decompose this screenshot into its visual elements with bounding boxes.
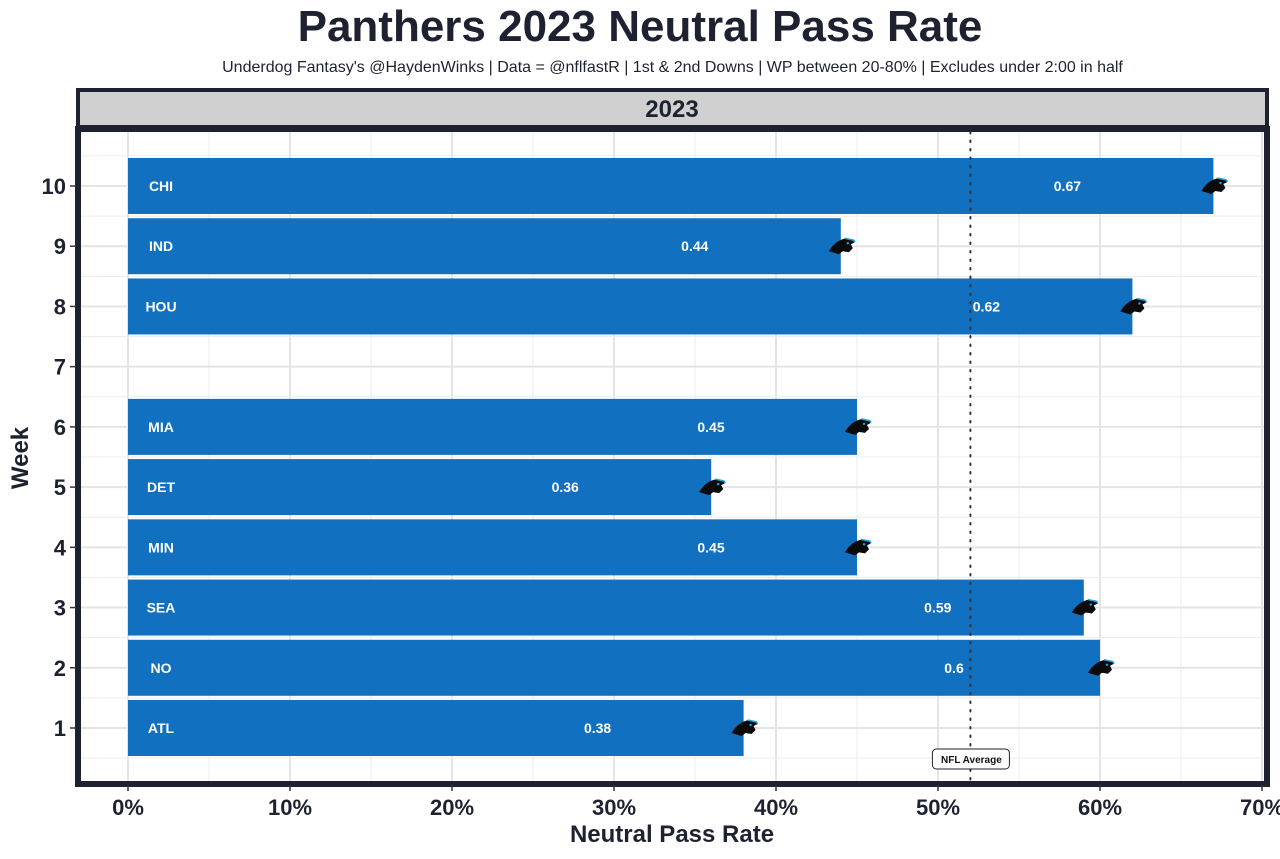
bar-week-1: ATL 0.38	[128, 699, 759, 757]
bar	[128, 579, 1084, 636]
x-tick-label: 30%	[592, 795, 636, 820]
bar-team-label: MIA	[148, 419, 174, 435]
x-tick-label: 0%	[112, 795, 144, 820]
y-tick-label: 5	[54, 475, 66, 500]
bar	[128, 699, 744, 757]
bar-value-label: 0.67	[1054, 178, 1081, 194]
logo-accent	[747, 719, 759, 725]
panthers-logo-icon	[699, 478, 726, 496]
bar	[128, 519, 857, 576]
bar-value-label: 0.6	[944, 660, 964, 676]
bar-team-label: CHI	[149, 178, 173, 194]
bar-team-label: SEA	[147, 600, 176, 616]
bar	[128, 459, 712, 516]
bar-value-label: 0.45	[697, 539, 724, 555]
bar-week-8: HOU 0.62	[128, 278, 1148, 335]
bar-week-6: MIA 0.45	[128, 398, 872, 455]
panthers-logo-icon	[1201, 177, 1229, 194]
logo-eye	[749, 723, 752, 727]
x-tick-label: 60%	[1078, 795, 1122, 820]
panthers-logo-icon	[1088, 659, 1115, 676]
x-tick-label: 40%	[754, 795, 798, 820]
logo-eye	[846, 242, 849, 245]
panthers-logo-icon	[1071, 598, 1099, 616]
bar	[128, 639, 1100, 696]
panthers-logo-icon	[828, 237, 856, 255]
bar-team-label: ATL	[148, 720, 175, 736]
nfl-average-label: NFL Average	[941, 755, 1002, 766]
bar-value-label: 0.59	[924, 600, 951, 616]
y-tick-label: 7	[54, 355, 66, 380]
y-tick-label: 4	[54, 535, 67, 560]
x-tick-label: 20%	[430, 795, 474, 820]
y-tick-label: 9	[54, 234, 66, 259]
bar-value-label: 0.38	[584, 720, 611, 736]
bar-value-label: 0.62	[973, 298, 1000, 314]
logo-eye	[1105, 663, 1109, 666]
x-tick-label: 10%	[268, 795, 312, 820]
facet-strip-label: 2023	[645, 96, 698, 123]
logo-accent	[844, 237, 856, 243]
logo-accent	[1217, 177, 1229, 183]
bar-value-label: 0.36	[552, 479, 579, 495]
panthers-logo-icon	[845, 538, 872, 556]
nfl-average-label-box	[931, 748, 1010, 770]
y-tick-label: 6	[54, 415, 66, 440]
bar	[128, 278, 1133, 335]
bar-week-2: NO 0.6	[128, 639, 1115, 696]
logo-accent	[1103, 659, 1115, 665]
x-tick-label: 50%	[916, 795, 960, 820]
bar-week-10: CHI 0.67	[128, 157, 1229, 215]
bar-team-label: DET	[147, 479, 175, 495]
logo-eye	[862, 422, 866, 426]
logo-eye	[1219, 181, 1222, 185]
bar	[128, 398, 857, 455]
logo-accent	[860, 538, 872, 544]
y-tick-label: 10	[42, 174, 66, 199]
y-tick-label: 2	[54, 656, 66, 681]
logo-eye	[862, 543, 866, 546]
bar-team-label: NO	[151, 660, 172, 676]
bar	[128, 157, 1214, 215]
bar-value-label: 0.45	[697, 419, 724, 435]
bar-week-9: IND 0.44	[128, 218, 856, 275]
x-axis: 0% 10% 20% 30% 40% 50% 60% 70%	[112, 785, 1280, 820]
panthers-logo-icon	[845, 418, 872, 435]
chart-title: Panthers 2023 Neutral Pass Rate	[297, 2, 983, 51]
logo-eye	[1089, 603, 1092, 606]
y-tick-label: 1	[54, 716, 66, 741]
logo-accent	[1136, 297, 1148, 303]
panthers-logo-icon	[731, 719, 759, 736]
chart-subtitle: Underdog Fantasy's @HaydenWinks | Data =…	[222, 59, 1123, 76]
bar-team-label: HOU	[145, 298, 176, 314]
bar-week-4: MIN 0.45	[128, 519, 872, 576]
bars-group: CHI 0.67 IND 0.44 HOU 0.62 MIA 0.45 DET 0.36 MIN 0.…	[128, 157, 1229, 757]
bar-week-3: SEA 0.59	[128, 579, 1099, 636]
x-tick-label: 70%	[1240, 795, 1280, 820]
y-axis: 1 2 3 4 5 6 7 8 9 10	[42, 174, 76, 741]
logo-accent	[715, 478, 726, 484]
bar	[128, 218, 841, 275]
bar-team-label: MIN	[148, 539, 174, 555]
bar-team-label: IND	[149, 238, 173, 254]
y-tick-label: 8	[54, 294, 66, 319]
logo-eye	[1138, 302, 1141, 305]
reference-line-group: NFL Average	[931, 131, 1010, 782]
y-axis-title: Week	[7, 426, 34, 489]
bar-week-5: DET 0.36	[128, 459, 726, 516]
logo-accent	[1087, 598, 1099, 604]
x-axis-title: Neutral Pass Rate	[570, 821, 774, 848]
bar-value-label: 0.44	[681, 238, 708, 254]
panthers-logo-icon	[1120, 297, 1148, 315]
logo-eye	[717, 482, 720, 486]
y-tick-label: 3	[54, 596, 66, 621]
logo-accent	[860, 418, 872, 424]
